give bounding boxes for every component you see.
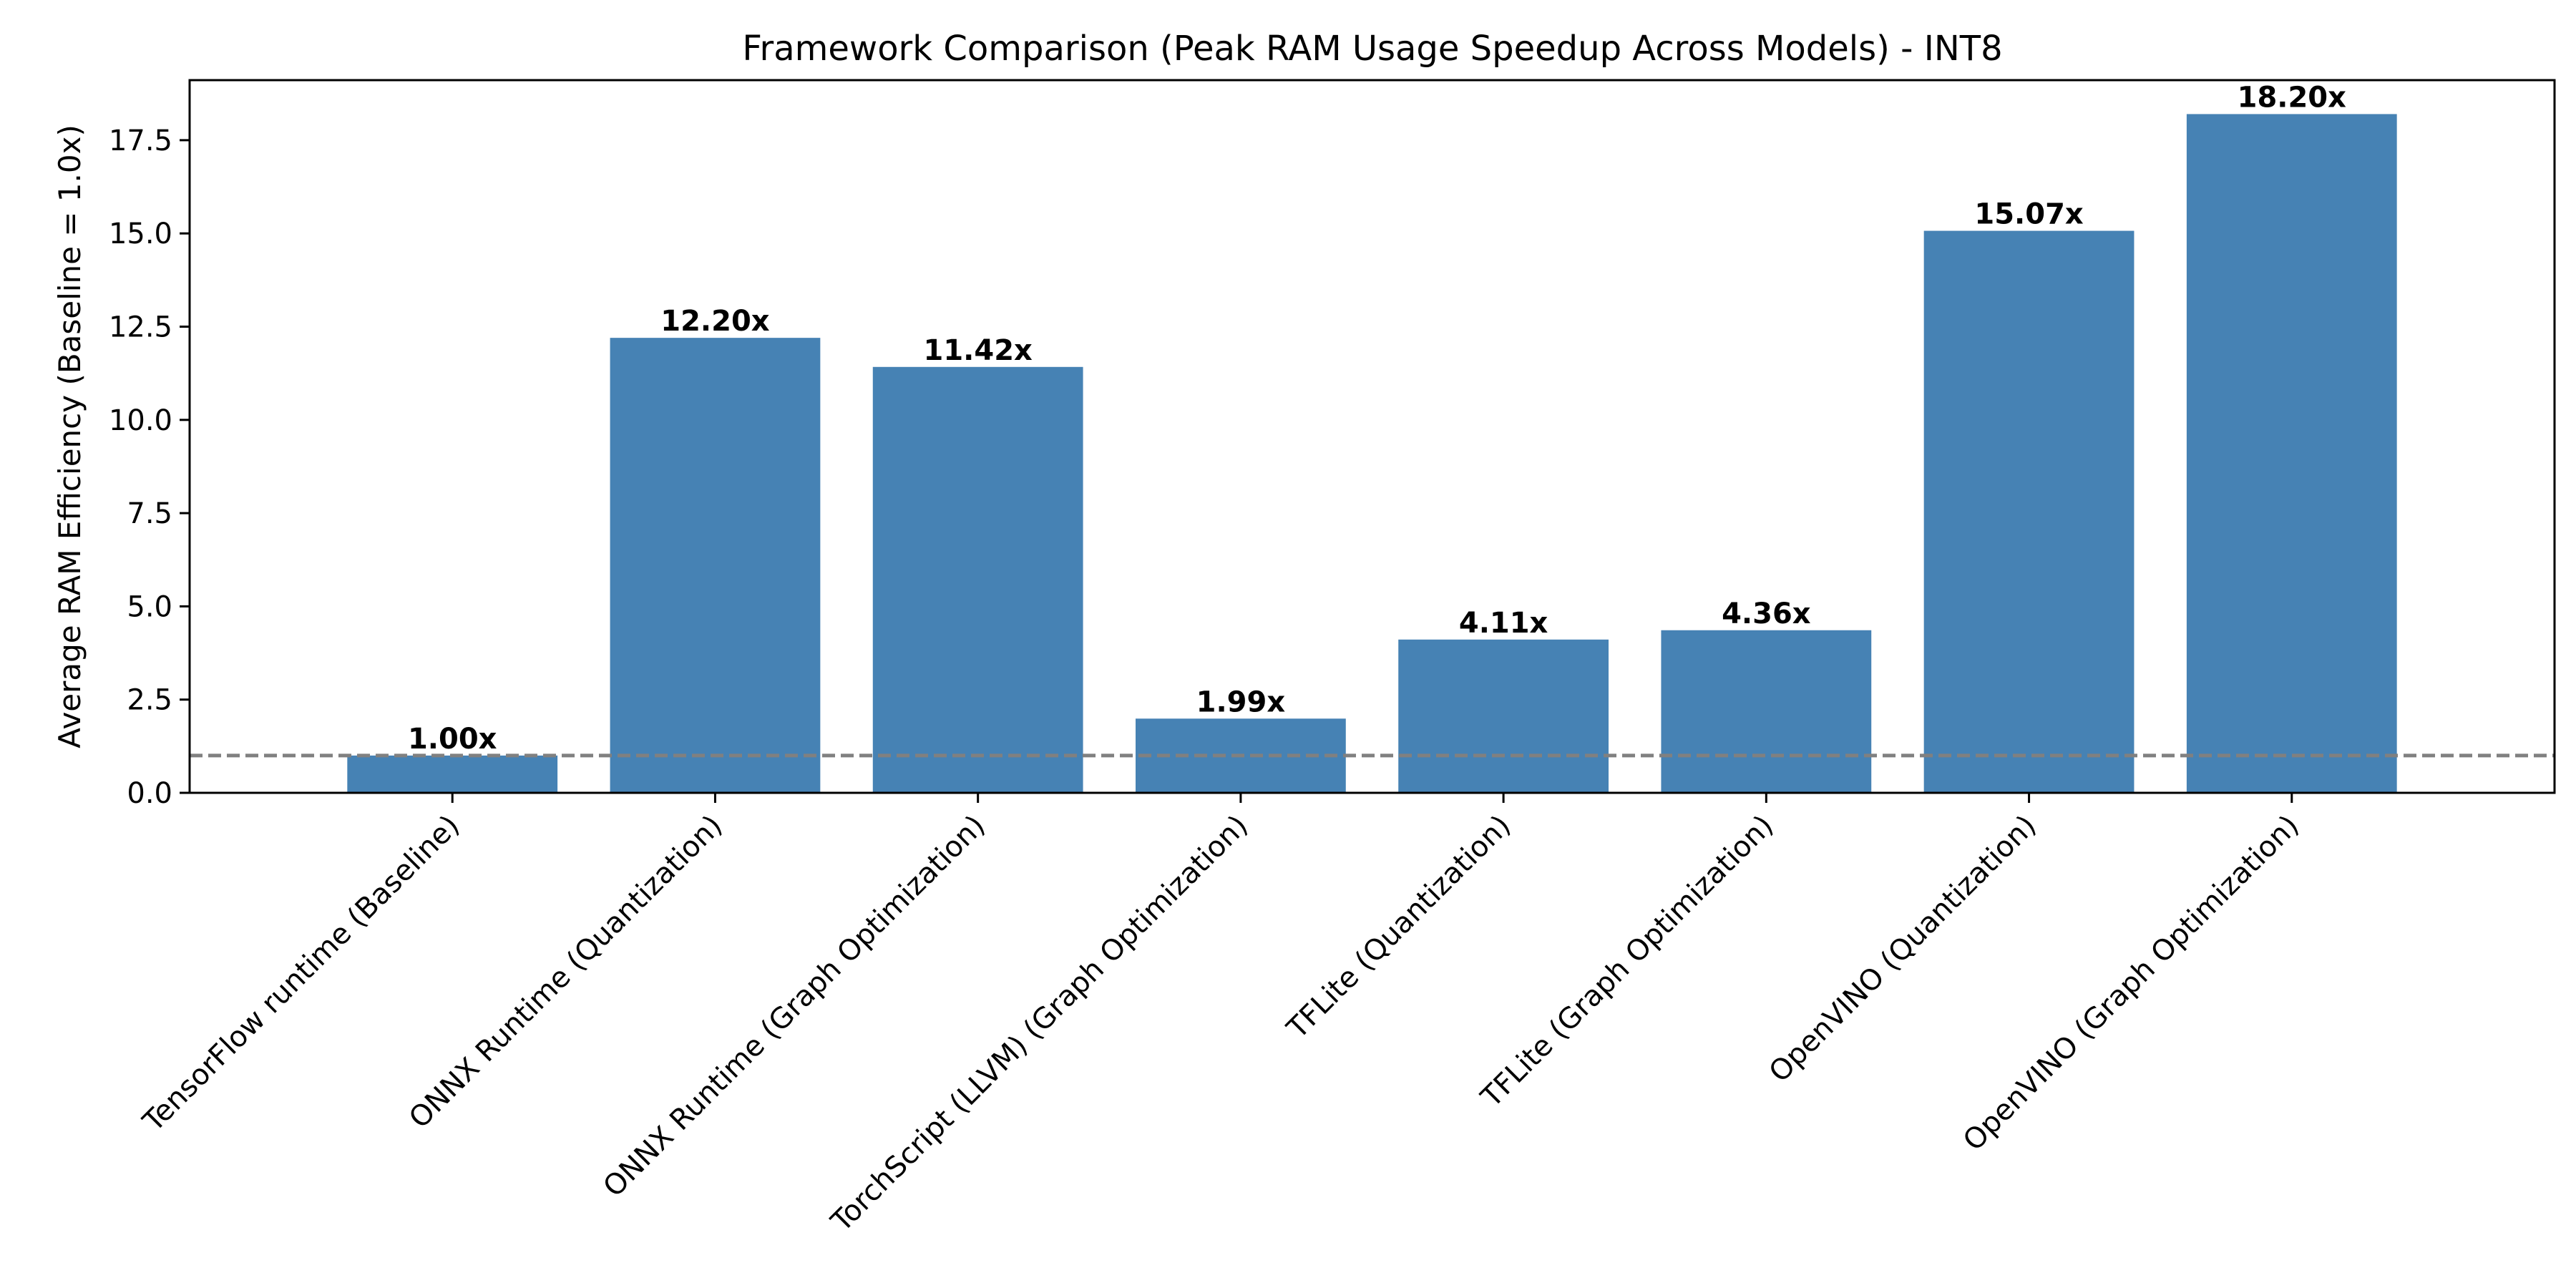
bar (347, 755, 558, 793)
y-tick-label: 0.0 (127, 777, 172, 810)
bar (1923, 230, 2135, 793)
bar-value-label: 11.42x (924, 334, 1033, 367)
y-tick-label: 7.5 (127, 497, 172, 530)
chart-title: Framework Comparison (Peak RAM Usage Spe… (742, 29, 2002, 69)
axes-frame (188, 79, 2556, 794)
y-tick-label: 15.0 (109, 218, 172, 250)
bar-value-label: 15.07x (1974, 198, 2084, 231)
bar (2186, 114, 2397, 793)
bar-value-label: 12.20x (660, 305, 770, 338)
y-tick-label: 2.5 (127, 684, 172, 717)
bar-value-label: 4.11x (1459, 607, 1548, 640)
bar (1398, 639, 1609, 793)
bar-value-label: 1.99x (1196, 686, 1286, 718)
bar-value-label: 18.20x (2238, 81, 2347, 114)
y-tick-label: 10.0 (109, 404, 172, 437)
bar-value-label: 1.00x (408, 723, 497, 756)
y-axis-label: Average RAM Efficiency (Baseline = 1.0x) (52, 125, 87, 748)
bar (872, 366, 1083, 793)
bar-value-label: 4.36x (1722, 597, 1811, 630)
bar (1661, 630, 1872, 793)
bar (610, 338, 821, 793)
y-tick-label: 5.0 (127, 590, 172, 623)
y-tick-label: 12.5 (109, 311, 172, 344)
y-tick-label: 17.5 (109, 125, 172, 157)
